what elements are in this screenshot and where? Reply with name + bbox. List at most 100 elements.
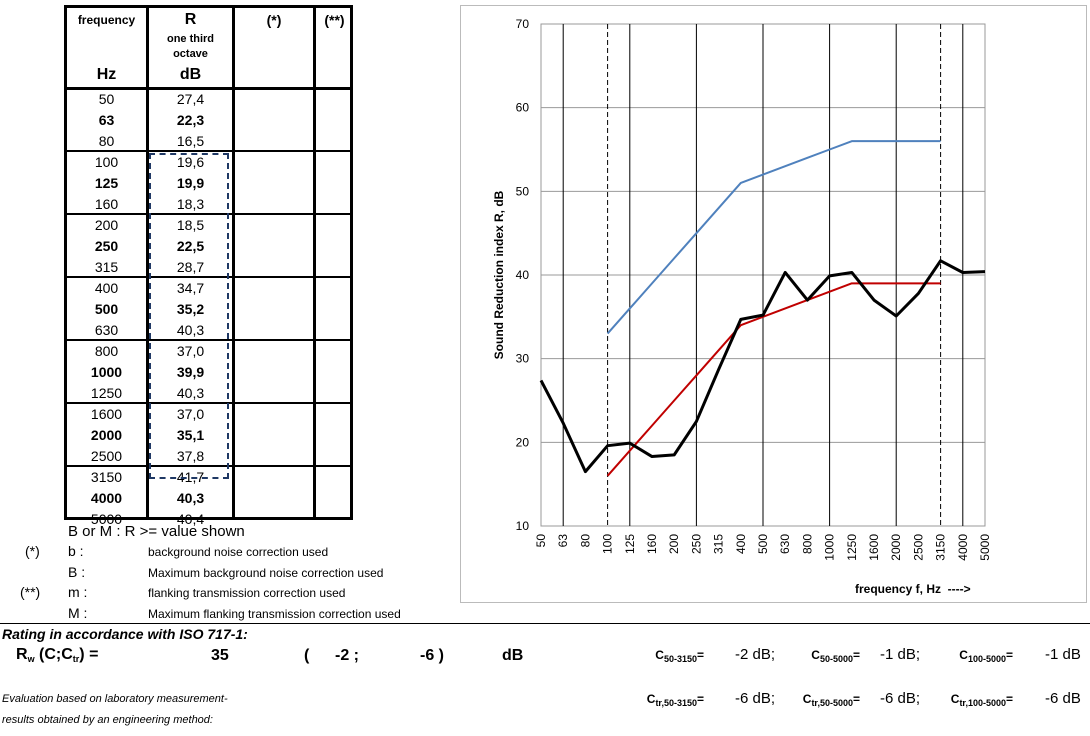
sound-reduction-chart: 10 20 30 40 50 60 70 50 63 80 100 125 160 200 250 315 40… <box>492 17 992 596</box>
c-term-value: -1 dB; <box>880 646 921 663</box>
x-tick-label: 5000 <box>978 534 992 561</box>
x-tick-label: 250 <box>689 534 703 554</box>
frequency-cell: 80 <box>98 133 115 149</box>
c-value: -2 ; <box>335 647 359 664</box>
frequency-cell: 1250 <box>90 385 123 401</box>
x-tick-label: 125 <box>623 534 637 554</box>
chart-frame <box>460 5 1087 603</box>
row-group-divider <box>67 465 350 467</box>
frequency-cell: 1600 <box>90 406 123 422</box>
x-tick-label: 63 <box>556 534 570 548</box>
r-value-cell: 18,3 <box>176 196 205 212</box>
frequency-cell: 400 <box>94 280 119 296</box>
y-tick-label: 30 <box>516 352 530 366</box>
r-value-cell: 16,5 <box>176 133 205 149</box>
c-term-eq: = <box>1005 692 1013 706</box>
c-term-eq: = <box>1005 648 1013 662</box>
frequency-cell: 50 <box>98 91 115 107</box>
header-flanking: (**) <box>324 12 345 28</box>
c-term-value: -6 dB; <box>735 690 776 707</box>
r-value-cell: 40,4 <box>176 511 205 527</box>
r-value-cell: 40,3 <box>176 322 205 338</box>
c-term-pre: C <box>950 692 960 706</box>
x-tick-label: 315 <box>712 534 726 554</box>
row-group-divider <box>67 402 350 404</box>
c-term-sub: tr,50-3150 <box>655 698 697 708</box>
r-value-cell: 34,7 <box>176 280 205 296</box>
x-tick-label: 630 <box>778 534 792 554</box>
results-table: frequency Hz R one third octave dB (*) (… <box>64 5 353 527</box>
header-hz: Hz <box>96 66 117 83</box>
r-value-cell: 39,9 <box>176 364 205 380</box>
x-tick-label: 4000 <box>956 534 970 561</box>
frequency-cell: 3150 <box>90 469 123 485</box>
divider <box>232 8 235 517</box>
frequency-cell: 200 <box>94 217 119 233</box>
x-tick-label: 3150 <box>934 534 948 561</box>
legend-desc: background noise correction used <box>148 545 329 559</box>
y-tick-label: 10 <box>516 519 530 533</box>
c-term-sub: tr,100-5000 <box>959 698 1006 708</box>
legend-desc: Maximum flanking transmission correction… <box>148 606 401 621</box>
legend-key: m : <box>68 584 88 600</box>
y-axis-label: Sound Reduction index R, dB <box>492 190 506 359</box>
frequency-cell: 2000 <box>90 427 123 443</box>
header-db: dB <box>179 66 202 83</box>
rating-range-box <box>149 153 229 479</box>
legend-note: B or M : R >= value shown <box>68 523 245 540</box>
r-value-cell: 37,0 <box>176 343 205 359</box>
r-value-cell: 22,3 <box>176 112 205 128</box>
x-tick-label: 50 <box>534 534 548 548</box>
frequency-cell: 500 <box>94 301 119 317</box>
x-tick-label: 200 <box>667 534 681 554</box>
c-term-value: -6 dB; <box>880 690 921 707</box>
header-frequency: frequency <box>77 13 136 27</box>
r-value-cell: 40,3 <box>176 490 205 506</box>
frequency-cell: 160 <box>94 196 119 212</box>
frequency-cell: 100 <box>94 154 119 170</box>
x-tick-label: 2000 <box>889 534 903 561</box>
c-term-pre: C <box>646 692 656 706</box>
c-term-eq: = <box>852 692 860 706</box>
header-r-sub1: one third <box>166 33 215 45</box>
c-term-label: Ctr,50-5000= <box>803 692 860 708</box>
header-background: (*) <box>266 12 282 28</box>
r-value-cell: 37,0 <box>176 406 205 422</box>
section-divider <box>0 623 1090 624</box>
c-term-label: C100-5000= <box>959 648 1013 664</box>
frequency-cell: 2500 <box>90 448 123 464</box>
c-term-label: Ctr,50-3150= <box>647 692 704 708</box>
x-tick-label: 160 <box>645 534 659 554</box>
x-tick-label: 1000 <box>823 534 837 561</box>
row-group-divider <box>67 87 350 90</box>
c-term-pre: C <box>811 648 820 662</box>
row-group-divider <box>67 213 350 215</box>
r-value-cell: 35,2 <box>176 301 205 317</box>
r-value-cell: 40,3 <box>176 385 205 401</box>
series-line-reference <box>606 140 941 335</box>
evaluation-line1: Evaluation based on laboratory measureme… <box>2 693 228 705</box>
y-tick-label: 60 <box>516 101 530 115</box>
legend-mark: (**) <box>20 584 41 600</box>
c-term-pre: C <box>802 692 812 706</box>
x-tick-label: 2500 <box>911 534 925 561</box>
y-tick-label: 40 <box>516 268 530 282</box>
frequency-cell: 4000 <box>90 490 123 506</box>
legend-key: M : <box>68 604 88 621</box>
c-term-pre: C <box>655 648 664 662</box>
c-term-value: -6 dB <box>1045 690 1081 707</box>
series-line-shifted-reference <box>606 282 941 477</box>
c-term-sub: 100-5000 <box>967 654 1006 664</box>
rating-title: Rating in accordance with ISO 717-1: <box>2 626 248 642</box>
c-term-label: Ctr,100-5000= <box>951 692 1013 708</box>
x-tick-label: 1250 <box>845 534 859 561</box>
row-group-divider <box>67 150 350 152</box>
rating-unit: dB <box>502 647 524 664</box>
legend-desc: Maximum background noise correction used <box>148 565 384 580</box>
c-term-value: -1 dB <box>1045 646 1081 663</box>
frequency-cell: 63 <box>98 112 115 128</box>
legend-mark: (*) <box>25 543 40 559</box>
frequency-cell: 315 <box>94 259 119 275</box>
x-axis-label: frequency f, Hz ----> <box>855 582 971 596</box>
c-term-eq: = <box>696 692 704 706</box>
